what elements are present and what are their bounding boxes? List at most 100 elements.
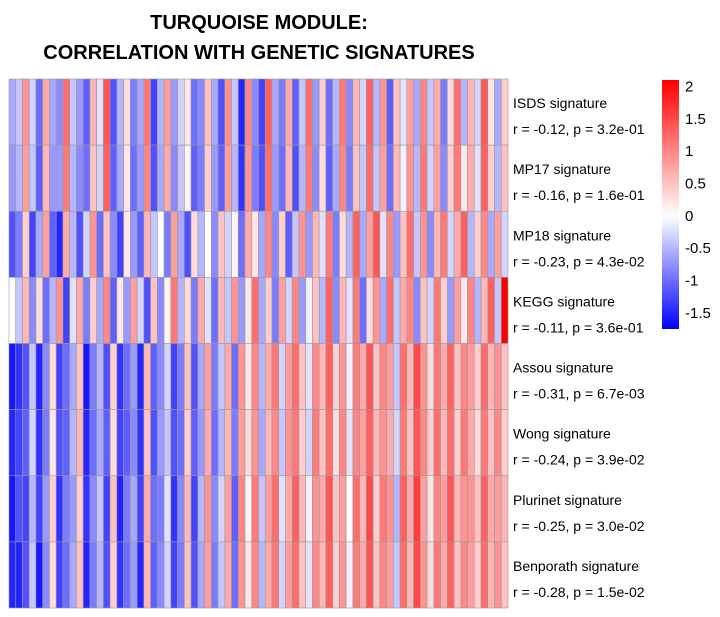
row-label-stat: r = -0.25, p = 3.0e-02 bbox=[513, 518, 645, 534]
heatmap-cell bbox=[366, 409, 374, 477]
heatmap-cell bbox=[251, 343, 259, 410]
heatmap-cell bbox=[177, 210, 185, 278]
heatmap-cell bbox=[116, 343, 124, 410]
heatmap-cell bbox=[359, 210, 367, 278]
heatmap-cell bbox=[224, 210, 232, 278]
heatmap-cell bbox=[8, 78, 17, 146]
heatmap-cell bbox=[500, 144, 509, 212]
row-label-stat: r = -0.31, p = 6.7e-03 bbox=[513, 386, 645, 402]
heatmap-cell bbox=[447, 541, 455, 609]
heatmap-cell bbox=[62, 409, 70, 477]
heatmap-cell bbox=[467, 541, 475, 609]
heatmap-cell bbox=[339, 409, 347, 477]
heatmap-cell bbox=[89, 144, 97, 212]
heatmap-cell bbox=[109, 541, 118, 609]
heatmap-cell bbox=[157, 541, 165, 609]
heatmap-cell bbox=[204, 78, 212, 146]
heatmap-cell bbox=[15, 144, 23, 212]
heatmap-cell bbox=[251, 475, 259, 543]
heatmap-cell bbox=[143, 475, 151, 543]
heatmap-cell bbox=[420, 409, 428, 477]
heatmap-cell bbox=[359, 78, 367, 146]
heatmap-cell bbox=[325, 475, 333, 543]
heatmap-cell bbox=[298, 277, 306, 344]
heatmap-cell bbox=[76, 475, 84, 543]
heatmap-cell bbox=[426, 78, 435, 146]
heatmap-cell bbox=[372, 78, 381, 146]
heatmap-cell bbox=[500, 541, 509, 609]
heatmap-cell bbox=[184, 277, 192, 344]
heatmap-cell bbox=[28, 343, 37, 410]
heatmap-cell bbox=[28, 144, 37, 212]
heatmap-cell bbox=[163, 409, 172, 477]
heatmap-cell bbox=[163, 144, 172, 212]
heatmap-cell bbox=[285, 144, 293, 212]
heatmap-cell bbox=[69, 541, 77, 609]
heatmap-cell bbox=[177, 343, 185, 410]
heatmap-cell bbox=[393, 343, 401, 410]
heatmap-cell bbox=[22, 144, 30, 212]
heatmap-cell bbox=[35, 343, 44, 410]
heatmap-cell bbox=[359, 144, 367, 212]
heatmap-cell bbox=[406, 210, 414, 278]
heatmap-cell bbox=[22, 78, 30, 146]
heatmap-cell bbox=[264, 343, 273, 410]
heatmap-cell bbox=[22, 409, 30, 477]
heatmap-cell bbox=[69, 144, 77, 212]
heatmap-cell bbox=[386, 78, 394, 146]
heatmap-cell bbox=[399, 277, 408, 344]
heatmap-cell bbox=[332, 210, 340, 278]
heatmap-cell bbox=[473, 144, 482, 212]
heatmap-cell bbox=[170, 78, 178, 146]
heatmap-cell bbox=[433, 475, 441, 543]
heatmap-cell bbox=[285, 78, 293, 146]
heatmap-cell bbox=[8, 210, 17, 278]
heatmap-cell bbox=[467, 475, 475, 543]
heatmap-cell bbox=[42, 343, 50, 410]
heatmap-cell bbox=[150, 475, 158, 543]
heatmap-cell bbox=[440, 475, 448, 543]
heatmap-cell bbox=[69, 475, 77, 543]
heatmap-cell bbox=[109, 277, 118, 344]
heatmap-cell bbox=[494, 144, 502, 212]
heatmap-cell bbox=[372, 144, 381, 212]
row-label-name: ISDS signature bbox=[513, 95, 607, 111]
heatmap-cell bbox=[406, 277, 414, 344]
heatmap-cell bbox=[15, 343, 23, 410]
heatmap-cell bbox=[244, 475, 253, 543]
heatmap-cell bbox=[184, 475, 192, 543]
heatmap-cell bbox=[190, 541, 199, 609]
heatmap-cell bbox=[264, 78, 273, 146]
chart-title-line-1: TURQUOISE MODULE: bbox=[150, 12, 368, 34]
heatmap-cell bbox=[35, 210, 44, 278]
heatmap-cell bbox=[35, 541, 44, 609]
heatmap-cell bbox=[157, 210, 165, 278]
heatmap-cell bbox=[487, 475, 495, 543]
heatmap-cell bbox=[291, 475, 300, 543]
heatmap-cell bbox=[76, 277, 84, 344]
heatmap-cell bbox=[386, 144, 394, 212]
heatmap-cell bbox=[359, 541, 367, 609]
heatmap-cell bbox=[130, 541, 138, 609]
heatmap-cell bbox=[157, 144, 165, 212]
heatmap-cell bbox=[42, 409, 50, 477]
legend-tick-label: -0.5 bbox=[685, 240, 711, 257]
heatmap-cell bbox=[96, 343, 104, 410]
heatmap-cell bbox=[103, 144, 111, 212]
heatmap-cell bbox=[150, 78, 158, 146]
heatmap-cell bbox=[473, 78, 482, 146]
heatmap-cell bbox=[15, 78, 23, 146]
heatmap-cell bbox=[413, 343, 421, 410]
heatmap-cell bbox=[393, 277, 401, 344]
heatmap-cell bbox=[8, 475, 17, 543]
heatmap-cell bbox=[62, 475, 70, 543]
heatmap-cell bbox=[480, 409, 489, 477]
heatmap-cell bbox=[28, 541, 37, 609]
heatmap-cell bbox=[89, 409, 97, 477]
heatmap-cell bbox=[89, 210, 97, 278]
heatmap-cell bbox=[379, 144, 387, 212]
heatmap-cell bbox=[76, 541, 84, 609]
heatmap-cell bbox=[352, 475, 360, 543]
heatmap-cell bbox=[440, 541, 448, 609]
heatmap-cell bbox=[197, 541, 205, 609]
